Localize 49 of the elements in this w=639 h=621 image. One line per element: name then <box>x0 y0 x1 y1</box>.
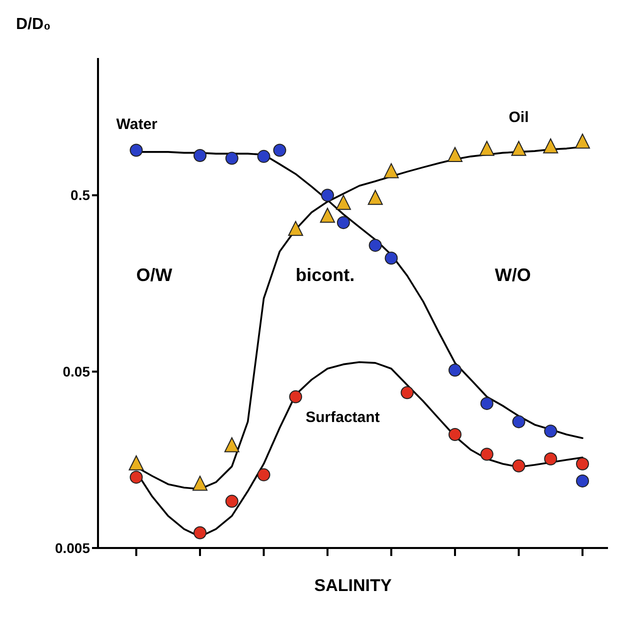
point <box>576 474 589 488</box>
y-tick-label: 0.005 <box>54 540 90 556</box>
y-axis-title: D/D₀ <box>16 16 51 34</box>
point <box>448 147 462 162</box>
point <box>368 190 383 205</box>
x-axis-title: SALINITY <box>313 576 393 596</box>
annotation: O/W <box>136 265 172 286</box>
point <box>130 470 143 484</box>
point <box>128 455 144 470</box>
point <box>336 194 351 210</box>
point <box>400 386 414 400</box>
point <box>130 144 143 157</box>
point <box>289 390 302 404</box>
point <box>225 152 238 165</box>
point <box>576 457 589 470</box>
point <box>224 437 240 452</box>
point <box>288 220 304 236</box>
point <box>511 140 526 156</box>
point <box>512 459 526 472</box>
point <box>321 188 334 202</box>
series-label: Water <box>116 116 158 134</box>
point <box>512 415 526 428</box>
point <box>320 208 335 223</box>
annotation: W/O <box>494 265 531 286</box>
series-label: Surfactant <box>306 408 380 426</box>
point <box>336 216 350 230</box>
annotation: bicont. <box>296 265 355 286</box>
point <box>480 448 494 461</box>
point <box>192 476 208 491</box>
point <box>257 468 270 482</box>
point <box>384 163 399 178</box>
series-label: Oil <box>508 109 529 126</box>
point <box>368 238 382 252</box>
point <box>194 526 206 540</box>
point <box>448 428 462 442</box>
point <box>384 252 398 265</box>
y-tick-label: 0.5 <box>70 187 90 204</box>
point <box>480 396 494 410</box>
point <box>225 494 238 508</box>
point <box>257 150 270 163</box>
y-tick-label: 0.05 <box>62 364 90 380</box>
point <box>575 134 590 149</box>
point <box>544 424 558 438</box>
point <box>194 149 206 162</box>
point <box>544 452 558 466</box>
point <box>273 144 286 157</box>
point <box>448 364 462 377</box>
point <box>543 138 558 154</box>
point <box>479 140 494 156</box>
